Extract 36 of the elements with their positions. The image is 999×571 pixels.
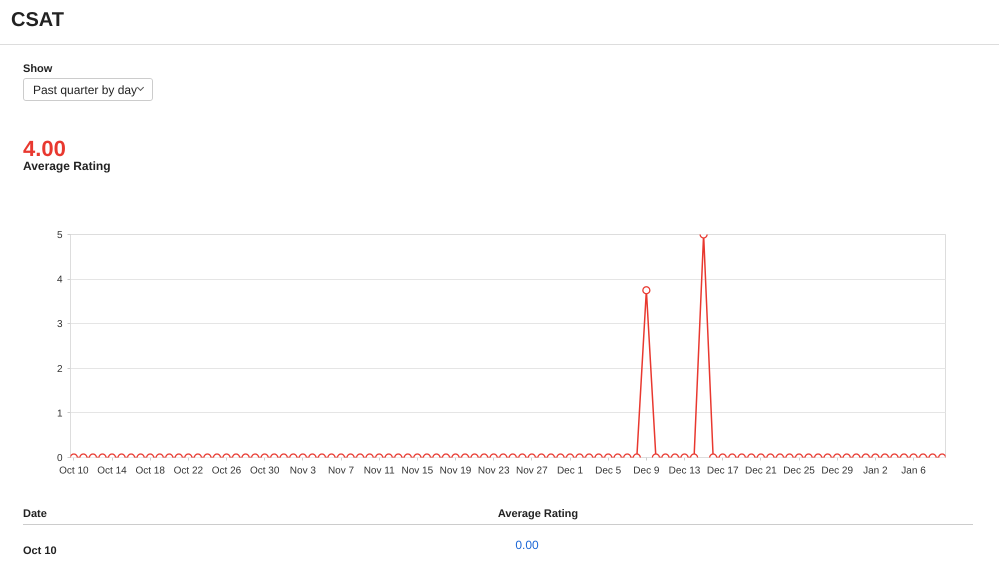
x-tick-label: Dec 9 (633, 466, 660, 476)
x-tick-label: Nov 15 (402, 466, 434, 476)
x-tick-label: Oct 26 (212, 466, 242, 476)
x-tick-label: Nov 27 (516, 466, 548, 476)
x-tick-label: Dec 17 (706, 466, 739, 476)
x-tick-label: Nov 11 (364, 466, 396, 476)
x-tick-label: Oct 22 (174, 466, 204, 476)
x-tick-label: Dec 29 (821, 466, 854, 476)
x-tick-label: Oct 18 (135, 466, 166, 476)
x-tick-label: Jan 2 (863, 466, 888, 476)
y-tick-label: 1 (56, 408, 63, 420)
text: Show (23, 62, 52, 77)
text: Past quarter by day (23, 78, 153, 101)
x-tick-label: Oct 30 (250, 466, 280, 476)
x-tick-label: Jan 6 (901, 466, 926, 476)
x-tick-label: Dec 13 (668, 466, 701, 476)
y-tick-label: 5 (56, 230, 63, 241)
x-tick-label: Nov 7 (328, 466, 355, 476)
x-tick-label: Dec 1 (556, 466, 584, 476)
text: Oct 10 (23, 544, 57, 559)
y-tick-label: 2 (56, 364, 63, 375)
x-tick-label: Dec 5 (595, 466, 622, 476)
text: 0.00 (514, 537, 540, 554)
x-tick-label: Nov 23 (478, 466, 510, 476)
x-tick-label: Oct 14 (97, 466, 128, 476)
x-tick-label: Dec 21 (745, 466, 778, 476)
y-tick-label: 4 (56, 274, 63, 286)
x-tick-label: Oct 10 (59, 466, 90, 476)
chart-title: CSAT (11, 8, 64, 33)
x-tick-label: Dec 25 (783, 466, 816, 476)
x-tick-label: Nov 19 (440, 466, 472, 476)
x-tick-label: Nov 3 (290, 466, 316, 476)
text: Date (23, 507, 47, 522)
y-tick-label: 3 (56, 319, 63, 330)
y-tick-label: 0 (56, 453, 63, 464)
text: Average Rating (496, 507, 580, 522)
